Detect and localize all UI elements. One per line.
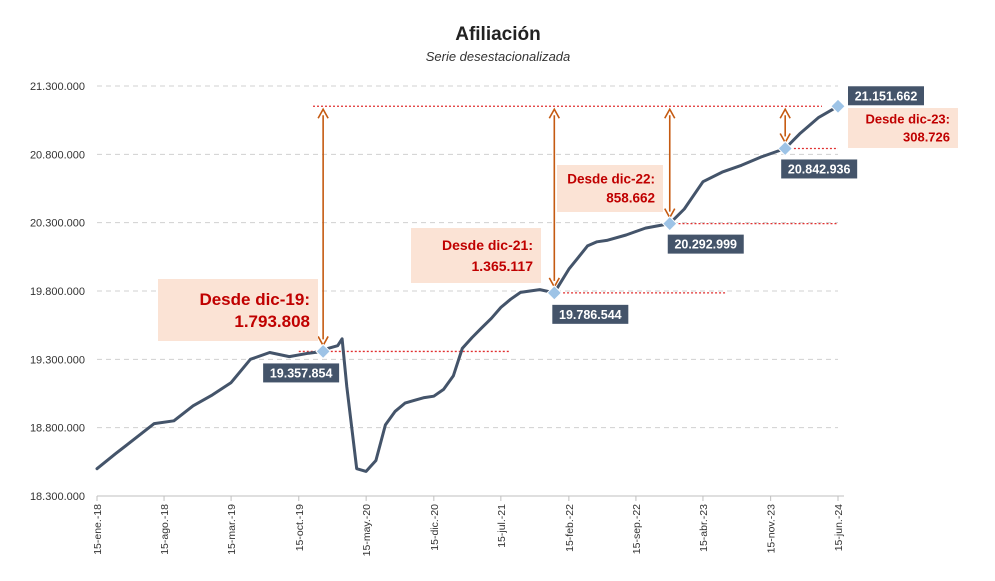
point-label-box (848, 86, 924, 106)
point-label: 19.357.854 (270, 366, 333, 380)
y-tick-label: 18.800.000 (30, 423, 85, 435)
x-tick-label: 15-ago.-18 (159, 504, 171, 555)
highlight-marker (546, 285, 563, 301)
x-tick-label: 15-ene.-18 (92, 504, 104, 555)
annotation-box (158, 279, 318, 341)
point-label-box (263, 363, 340, 383)
highlight-marker (661, 215, 678, 232)
annotation-boxes: Desde dic-19: 1.793.808 Desde dic-21: 1.365… (158, 108, 958, 341)
annotation-label: Desde dic-22: (567, 172, 655, 187)
annotation-label: Desde dic-21: (442, 237, 533, 253)
highlight-marker (777, 140, 793, 157)
chart-title: Afiliación (455, 24, 541, 45)
arrow-head-up (548, 107, 561, 119)
annotation-value: 858.662 (606, 191, 655, 206)
highlight-marker (315, 343, 331, 360)
point-label-box (667, 234, 744, 254)
x-tick-label: 15-sep.-22 (631, 504, 643, 554)
annotation-value: 1.365.117 (471, 258, 533, 274)
gridlines (97, 85, 838, 429)
highlight-markers (315, 98, 846, 360)
y-tick-label: 19.300.000 (30, 354, 85, 366)
point-label-box (552, 304, 629, 324)
annotation-value: 1.793.808 (234, 312, 310, 331)
highlight-marker (830, 98, 846, 115)
x-tick-label: 15-dic.-20 (429, 504, 441, 551)
x-tick-label: 15-nov.-23 (766, 504, 778, 554)
x-tick-label: 15-mar.-19 (226, 504, 238, 555)
point-label: 21.151.662 (855, 89, 918, 103)
x-tick-label: 15-feb.-22 (564, 504, 576, 552)
arrow-head-up (317, 107, 329, 119)
x-tick-label: 15-may.-20 (361, 504, 373, 556)
y-tick-label: 21.300.000 (30, 81, 85, 93)
chart-subtitle: Serie desestacionalizada (426, 49, 571, 64)
y-tick-label: 18.300.000 (30, 491, 85, 503)
point-labels: 19.357.854 19.786.544 20.292.999 20.842.936… (263, 86, 924, 383)
annotation-box (557, 165, 663, 212)
x-tick-label: 15-oct.-19 (294, 504, 306, 551)
annotation-value: 308.726 (903, 130, 950, 145)
point-label: 20.842.936 (788, 162, 851, 176)
annotation-label: Desde dic-19: (199, 290, 310, 309)
x-tick-label: 15-jun.-24 (833, 504, 845, 551)
y-axis-ticks: 18.300.000 18.800.000 19.300.000 19.800.000… (30, 81, 85, 503)
x-tick-label: 15-abr.-23 (698, 504, 710, 552)
y-tick-label: 20.800.000 (30, 149, 85, 161)
difference-arrows (317, 107, 791, 348)
x-tick-label: 15-jul.-21 (496, 504, 508, 548)
reference-lines (298, 105, 838, 353)
arrow-head-up (779, 107, 791, 119)
annotation-box (848, 108, 958, 148)
y-tick-label: 20.300.000 (30, 218, 85, 230)
y-tick-label: 19.800.000 (30, 286, 85, 298)
point-label: 19.786.544 (559, 308, 622, 322)
point-label-box (781, 159, 858, 179)
x-axis: 15-ene.-18 15-ago.-18 15-mar.-19 15-oct.-19… (92, 495, 845, 556)
annotation-box (411, 228, 541, 283)
annotation-label: Desde dic-23: (865, 112, 950, 127)
arrow-head-up (664, 107, 676, 119)
point-label: 20.292.999 (674, 238, 737, 252)
